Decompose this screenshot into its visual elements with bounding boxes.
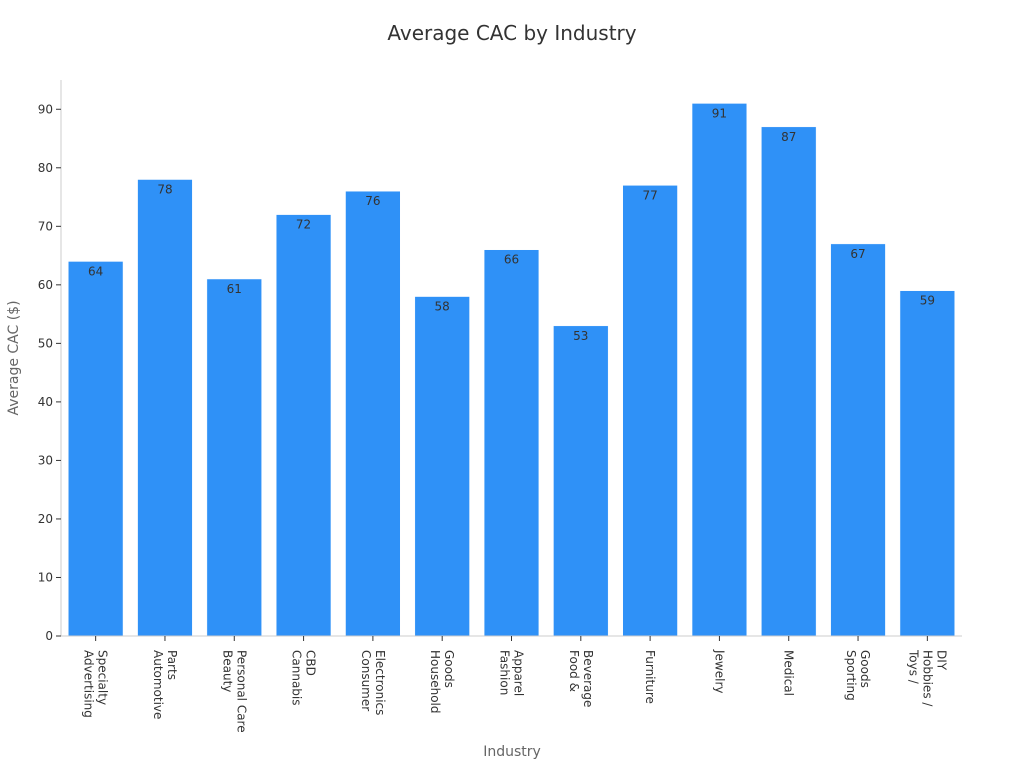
x-tick-label-line: Specialty [96,650,110,705]
bar-value-label: 64 [88,264,103,278]
y-axis: 0 10 20 30 40 50 60 70 80 90 [38,80,62,643]
y-tick-label: 0 [45,629,53,643]
x-tick-label: ConsumerElectronics [359,650,387,715]
bar [275,214,332,637]
bar-value-label: 76 [365,194,380,208]
x-tick-label: Jewelry [712,649,726,694]
x-tick-label: BeautyPersonal Care [220,650,248,733]
x-tick-label: Toys /Hobbies /DIY [906,649,948,707]
y-tick-label: 20 [38,512,53,526]
x-tick-label-line: Furniture [643,650,657,704]
x-tick-label-line: Goods [442,650,456,688]
x-axis-title: Industry [483,744,541,760]
x-tick-label-line: Beverage [581,650,595,707]
bar [68,261,124,637]
bar [899,290,955,637]
x-tick-label-line: Consumer [359,650,373,711]
x-tick-label-line: Apparel [512,650,526,696]
y-tick-label: 60 [38,278,53,292]
bar-value-label: 53 [573,329,588,343]
bar [830,243,886,637]
x-tick-label-line: Toys / [906,649,920,685]
x-tick-label-line: Hobbies / [920,650,934,707]
x-tick-label-line: Advertising [82,650,96,718]
x-tick-label: Furniture [643,650,657,704]
x-tick-label: CannabisCBD [290,650,318,706]
bar [137,179,193,637]
y-tick-label: 40 [38,395,53,409]
bar-value-label: 91 [712,106,727,120]
bar-value-label: 66 [504,253,519,267]
x-axis: AdvertisingSpecialty AutomotiveParts Beaut… [61,635,962,733]
x-tick-label-line: Cannabis [290,650,304,706]
x-tick-label-line: Food & [567,650,581,692]
x-tick-label: AdvertisingSpecialty [82,650,110,718]
x-tick-label-line: Beauty [220,650,234,692]
bar-value-label: 77 [642,188,657,202]
x-tick-label-line: DIY [934,650,948,671]
bar-value-label: 78 [157,182,172,196]
x-tick-label: FashionApparel [498,650,526,696]
x-tick-label-line: CBD [304,650,318,676]
bar [345,190,401,637]
x-tick-label: Medical [782,650,796,696]
x-tick-label: SportingGoods [844,650,872,701]
y-tick-label: 90 [38,102,53,116]
bar-value-label: 58 [435,300,450,314]
y-tick-label: 70 [38,219,53,233]
y-axis-title: Average CAC ($) [6,300,22,415]
bar [483,249,540,637]
x-tick-label-line: Personal Care [234,650,248,733]
bar-value-label: 61 [227,282,242,296]
bars-group: 64 78 61 72 76 58 66 53 77 91 87 67 59 [68,103,955,637]
x-tick-label-line: Electronics [373,650,387,715]
x-tick-label-line: Automotive [151,650,165,719]
y-tick-label: 50 [38,336,53,350]
bar [206,278,262,637]
x-tick-label: Food &Beverage [567,650,595,707]
x-tick-label-line: Medical [782,650,796,696]
bar [553,325,609,637]
x-tick-label-line: Sporting [844,650,858,701]
chart-title: Average CAC by Industry [387,21,636,45]
x-tick-label-line: Goods [858,650,872,688]
x-tick-label-line: Jewelry [712,649,726,694]
x-tick-label-line: Fashion [498,650,512,695]
bar-value-label: 87 [781,130,796,144]
x-tick-label-line: Household [428,650,442,714]
bar-value-label: 59 [920,294,935,308]
bar-value-label: 72 [296,218,311,232]
x-tick-label: HouseholdGoods [428,650,456,714]
y-tick-label: 30 [38,453,53,467]
y-tick-label: 10 [38,570,53,584]
x-tick-label-line: Parts [165,650,179,680]
x-tick-label: AutomotiveParts [151,650,179,719]
bar [761,126,817,637]
bar [622,185,678,637]
bar [691,103,748,637]
bar-value-label: 67 [850,247,865,261]
y-tick-label: 80 [38,161,53,175]
bar [414,296,470,637]
